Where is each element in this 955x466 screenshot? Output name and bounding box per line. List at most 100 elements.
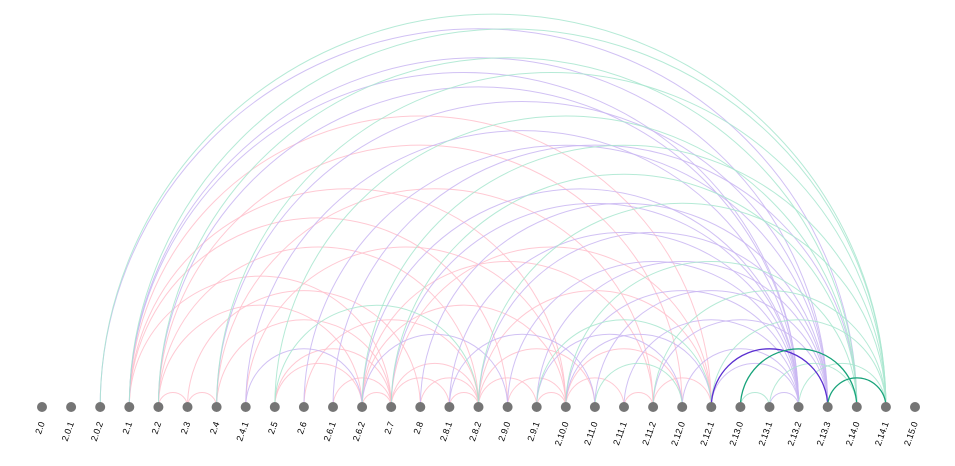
node-label: 2.9.1: [525, 420, 541, 442]
node: [182, 402, 193, 412]
link-arc: [361, 392, 392, 408]
node-label: 2.13.3: [815, 420, 833, 447]
node-label: 2.5: [266, 420, 280, 435]
link-arc: [419, 202, 829, 408]
link-arc: [565, 261, 858, 408]
link-arc: [157, 86, 800, 408]
link-arc: [536, 392, 567, 408]
link-arc: [681, 348, 800, 408]
link-arc: [303, 144, 829, 408]
node: [793, 402, 804, 412]
link-arc: [361, 188, 800, 408]
node-label: 2.0.2: [89, 420, 105, 442]
link-arc: [245, 348, 363, 408]
link-arc: [216, 319, 392, 408]
link-arc: [710, 362, 800, 408]
node-label: 2.8.2: [467, 420, 483, 442]
link-arc: [157, 246, 479, 408]
node-label: 2.10.0: [553, 420, 571, 447]
link-arc: [769, 392, 800, 408]
node-label: 2.1: [121, 420, 135, 435]
node-label: 2.6: [295, 420, 309, 435]
node: [822, 402, 833, 412]
node-label: 2.6.1: [322, 420, 338, 442]
node: [619, 402, 629, 412]
link-arc: [187, 290, 421, 408]
link-arc: [390, 377, 450, 408]
link-arc: [128, 57, 829, 408]
link-arc: [332, 144, 858, 408]
link-arc: [128, 115, 712, 408]
node: [328, 402, 338, 412]
node-label: 2.2: [150, 420, 164, 435]
node-label: 2.0: [33, 420, 47, 435]
node: [211, 402, 222, 412]
link-arc: [332, 377, 392, 408]
node: [298, 402, 309, 412]
link-arc: [739, 392, 770, 408]
node-label: 2.13.1: [756, 420, 774, 447]
link-arc: [390, 362, 479, 408]
node: [415, 402, 426, 412]
link-arc: [710, 319, 887, 408]
node: [444, 402, 455, 412]
node-label: 2.0.1: [60, 420, 76, 442]
node-label: 2.7: [382, 420, 396, 435]
link-arc: [128, 71, 800, 408]
node-label: 2.15.0: [902, 420, 920, 447]
link-arc: [361, 333, 509, 408]
link-arc: [390, 173, 858, 408]
node: [473, 402, 484, 412]
node: [95, 402, 106, 412]
link-arc: [710, 348, 829, 408]
link-arc: [448, 333, 596, 408]
node: [706, 402, 717, 412]
node-label: 2.11.0: [582, 420, 600, 446]
link-arc: [623, 319, 800, 408]
link-arc: [594, 290, 829, 408]
link-arc: [448, 392, 479, 408]
link-arc: [507, 261, 800, 408]
link-arc: [565, 348, 683, 408]
node-label: 2.4: [208, 420, 222, 435]
link-arc: [478, 377, 538, 408]
link-arc: [128, 28, 887, 408]
link-arc: [361, 261, 654, 408]
node: [764, 402, 775, 412]
link-arc: [157, 392, 188, 408]
node-label: 2.8: [412, 420, 426, 435]
link-arc: [128, 217, 509, 408]
node: [851, 402, 862, 412]
node: [880, 402, 891, 412]
link-arc: [769, 362, 858, 408]
link-arc: [274, 115, 858, 408]
node-label: 2.13.0: [727, 420, 745, 447]
link-arc: [274, 348, 392, 408]
link-arc: [216, 71, 887, 408]
node: [560, 402, 571, 412]
link-arc: [478, 231, 829, 408]
node-label: 2.4.1: [234, 420, 250, 442]
link-arc: [478, 348, 596, 408]
link-arc: [594, 362, 683, 408]
link-arc: [216, 188, 654, 408]
link-arc: [565, 333, 712, 408]
node-label: 2.11.2: [640, 420, 658, 446]
link-arc: [187, 392, 218, 408]
link-arc: [361, 144, 887, 408]
node: [153, 402, 164, 412]
link-arc: [623, 392, 654, 408]
link-arc: [216, 100, 829, 408]
node: [910, 402, 920, 412]
node: [386, 402, 397, 412]
link-arc: [157, 57, 858, 408]
link-arc: [536, 333, 683, 408]
node: [124, 402, 135, 412]
link-arc: [478, 202, 887, 408]
link-arc: [245, 246, 567, 408]
node-label: 2.13.2: [786, 420, 804, 447]
node-label: 2.11.1: [611, 420, 629, 446]
link-arc: [274, 304, 479, 408]
link-arc: [827, 377, 887, 408]
link-arc: [739, 348, 858, 408]
